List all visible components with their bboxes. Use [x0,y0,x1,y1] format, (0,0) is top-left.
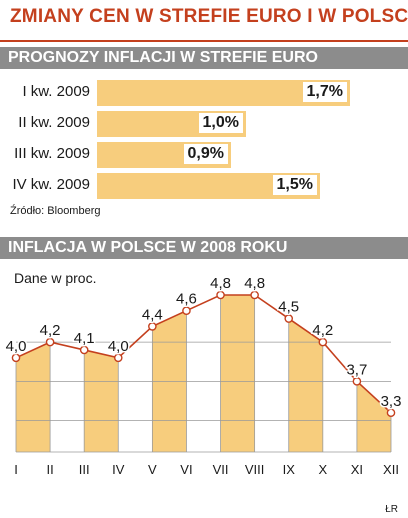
data-label: 4,2 [312,322,333,339]
bar-value-label: 0,9% [183,144,228,164]
section-heading-poland: INFLACJA W POLSCE W 2008 ROKU [0,237,408,259]
title-rule [0,40,408,42]
x-tick-label: II [46,462,53,477]
data-point [386,408,396,418]
data-point [182,306,191,316]
bar: 1,5% [97,173,320,199]
data-label: 3,7 [346,361,367,378]
unit-label: Dane w proc. [14,270,97,286]
x-tick-label: X [318,462,327,477]
area-column [356,381,391,452]
x-tick-label: XII [383,462,399,477]
data-label: 4,8 [210,275,231,292]
bar: 0,9% [97,142,231,168]
series-line [15,294,392,414]
bar-row: III kw. 2009 0,9% [0,142,408,168]
data-label: 4,2 [40,322,61,339]
data-label: 4,0 [6,338,27,355]
page-title: ZMIANY CEN W STREFIE EURO I W POLSCE [10,6,408,27]
section-heading-euro: PROGNOZY INFLACJI W STREFIE EURO [0,47,408,69]
area-column [288,318,323,452]
data-point [284,314,294,323]
bar-category-label: IV kw. 2009 [12,176,90,193]
data-label: 4,6 [176,291,197,308]
data-point [113,353,123,363]
bar: 1,7% [97,80,350,106]
area-column [220,295,255,452]
data-point [11,353,21,363]
bar-value-label: 1,5% [272,175,317,195]
x-tick-label: XI [351,462,363,477]
bar-category-label: II kw. 2009 [18,114,90,131]
bar-category-label: I kw. 2009 [22,83,90,100]
bar-row: I kw. 2009 1,7% [0,80,408,106]
author-initials: ŁR [385,504,398,515]
x-tick-label: V [148,462,157,477]
data-point [352,377,362,386]
x-tick-label: VIII [245,462,265,477]
data-label: 4,8 [244,275,265,292]
source-note: Źródło: Bloomberg [10,205,101,217]
data-point [318,337,328,347]
bar-value-label: 1,7% [302,82,347,102]
data-point [216,290,225,300]
bar-row: II kw. 2009 1,0% [0,111,408,137]
data-label: 3,3 [381,393,402,410]
x-tick-label: IX [283,462,296,477]
data-point [45,337,55,347]
data-label: 4,4 [142,306,163,323]
data-point [79,345,89,355]
bar-category-label: III kw. 2009 [14,145,90,162]
x-tick-label: VII [213,462,229,477]
area-column [16,342,51,452]
bar: 1,0% [97,111,246,137]
data-label: 4,0 [108,338,129,355]
bar-value-label: 1,0% [198,113,243,133]
bar-row: IV kw. 2009 1,5% [0,173,408,199]
data-label: 4,5 [278,299,299,316]
data-point [250,290,259,300]
line-chart-poland: 4,0 I 4,2 II 4,1 III 4,0 IV 4,4 V 4,6 VI 4,8 VII 4,8 VI… [4,274,403,478]
x-tick-label: IV [112,462,125,477]
data-point [148,322,157,331]
x-tick-label: III [79,462,90,477]
data-label: 4,1 [74,330,95,347]
x-tick-label: I [14,462,18,477]
x-tick-label: VI [180,462,192,477]
area-column [84,349,119,452]
